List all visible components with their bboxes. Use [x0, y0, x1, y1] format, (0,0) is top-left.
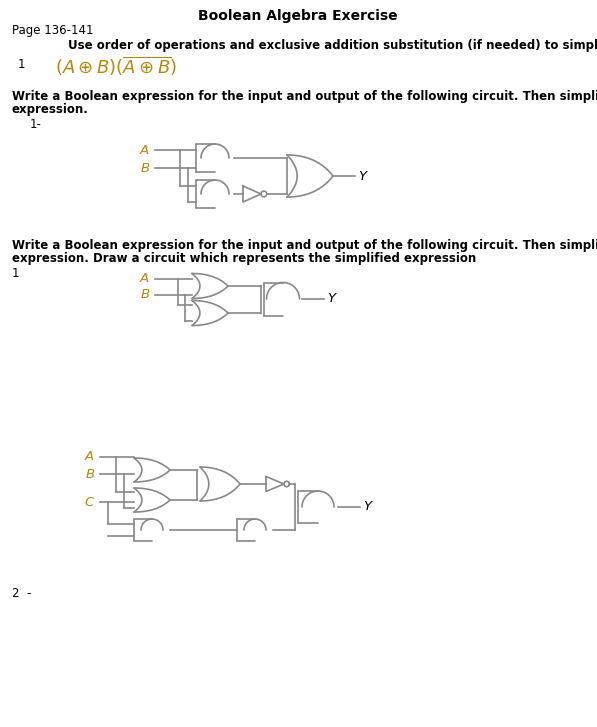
Text: $C$: $C$ — [84, 496, 95, 508]
Text: $Y$: $Y$ — [358, 169, 369, 182]
Text: $Y$: $Y$ — [363, 500, 374, 513]
Text: $B$: $B$ — [85, 467, 95, 481]
Text: 1-: 1- — [30, 118, 42, 131]
Text: expression. Draw a circuit which represents the simplified expression: expression. Draw a circuit which represe… — [12, 252, 476, 265]
Text: 1: 1 — [18, 58, 26, 71]
Text: $Y$: $Y$ — [327, 292, 338, 305]
Text: $B$: $B$ — [140, 289, 150, 302]
Text: 1: 1 — [12, 267, 20, 280]
Text: Write a Boolean expression for the input and output of the following circuit. Th: Write a Boolean expression for the input… — [12, 239, 597, 252]
Text: $B$: $B$ — [140, 161, 150, 174]
Text: $A$: $A$ — [139, 143, 150, 156]
Text: $(A \oplus B)(\overline{A \oplus B})$: $(A \oplus B)(\overline{A \oplus B})$ — [55, 55, 177, 79]
Text: Write a Boolean expression for the input and output of the following circuit. Th: Write a Boolean expression for the input… — [12, 90, 597, 103]
Text: Page 136-141: Page 136-141 — [12, 24, 94, 37]
Text: Boolean Algebra Exercise: Boolean Algebra Exercise — [198, 9, 398, 23]
Text: expression.: expression. — [12, 103, 89, 116]
Text: Use order of operations and exclusive addition substitution (if needed) to simpl: Use order of operations and exclusive ad… — [68, 39, 597, 52]
Text: 2  -: 2 - — [12, 587, 32, 600]
Text: $A$: $A$ — [139, 273, 150, 286]
Text: $A$: $A$ — [84, 451, 95, 464]
